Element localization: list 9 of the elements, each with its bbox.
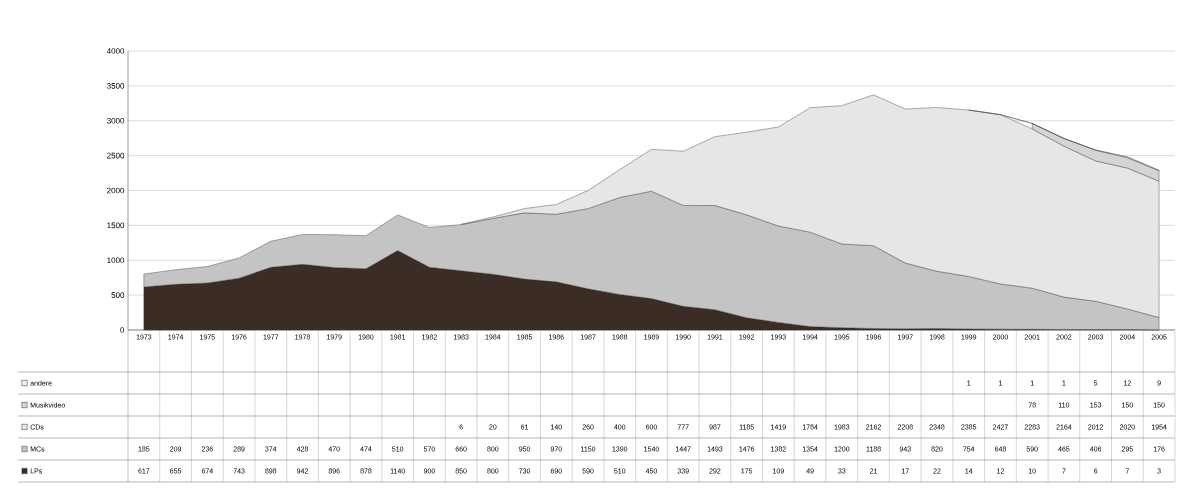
y-tick-label: 1000 <box>107 257 125 264</box>
y-tick-label: 4000 <box>106 48 125 54</box>
y-tick-label: 3000 <box>106 117 125 124</box>
y-tick-label: 3500 <box>106 83 125 89</box>
y-tick-label: 500 <box>111 292 125 298</box>
y-tick-label: 2000 <box>107 187 125 194</box>
y-tick-label: 2500 <box>107 152 125 159</box>
y-tick-label: 1500 <box>107 222 125 229</box>
y-tick-label: 0 <box>120 327 125 333</box>
